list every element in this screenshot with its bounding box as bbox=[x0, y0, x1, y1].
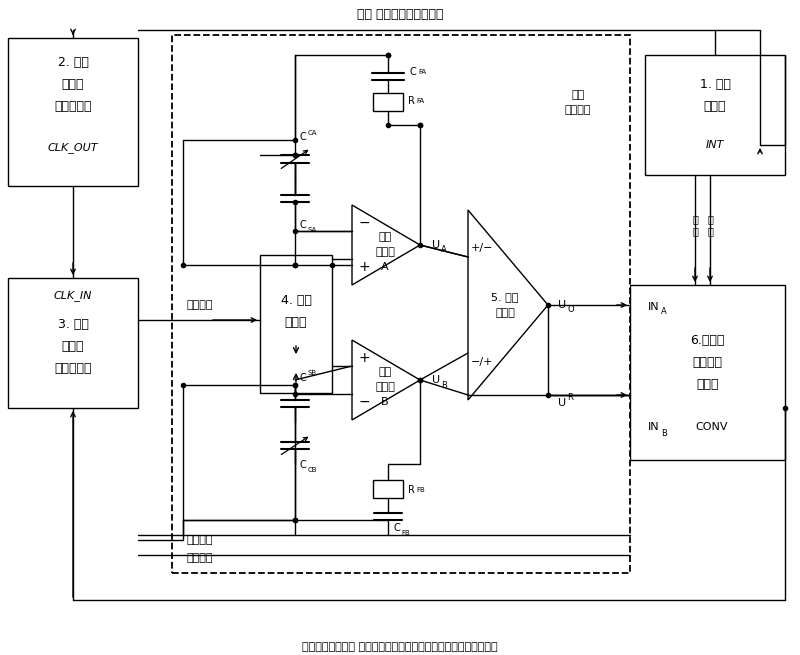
Text: C: C bbox=[300, 220, 306, 230]
Text: C: C bbox=[393, 523, 400, 533]
Text: U: U bbox=[558, 300, 566, 310]
Text: SA: SA bbox=[308, 227, 318, 233]
Text: CLK_OUT: CLK_OUT bbox=[48, 143, 98, 153]
Text: FA: FA bbox=[418, 69, 426, 75]
Bar bbox=[8, 278, 138, 408]
Text: U: U bbox=[432, 240, 440, 250]
Text: 控制器: 控制器 bbox=[704, 100, 726, 113]
Text: 波形发生器: 波形发生器 bbox=[54, 362, 92, 375]
Bar bbox=[172, 35, 630, 573]
Text: 4. 电荷: 4. 电荷 bbox=[281, 293, 311, 307]
Text: 可编程: 可编程 bbox=[62, 79, 84, 92]
Text: 可编程: 可编程 bbox=[62, 339, 84, 352]
Text: 放大器: 放大器 bbox=[285, 316, 307, 329]
Text: U: U bbox=[558, 398, 566, 408]
Text: 放大器: 放大器 bbox=[375, 247, 395, 257]
Text: R: R bbox=[567, 394, 573, 403]
Text: FB: FB bbox=[416, 487, 425, 493]
Text: 运算: 运算 bbox=[378, 232, 392, 242]
Text: A: A bbox=[381, 262, 389, 272]
Text: 运算: 运算 bbox=[378, 367, 392, 377]
Text: 转换器: 转换器 bbox=[696, 377, 718, 390]
Text: INT: INT bbox=[706, 140, 724, 150]
Text: C: C bbox=[300, 132, 306, 142]
Text: 6.双通道: 6.双通道 bbox=[690, 333, 725, 346]
Text: −: − bbox=[358, 395, 370, 409]
Text: SB: SB bbox=[308, 370, 317, 376]
Text: 地
址: 地 址 bbox=[707, 214, 713, 236]
Text: 1. 数字: 1. 数字 bbox=[699, 79, 730, 92]
Text: 参考信号: 参考信号 bbox=[186, 535, 214, 545]
Text: −/+: −/+ bbox=[470, 357, 494, 367]
Text: CB: CB bbox=[308, 467, 318, 473]
Bar bbox=[645, 55, 785, 175]
Text: C: C bbox=[410, 67, 417, 77]
Bar bbox=[373, 93, 403, 111]
Text: 时钟 发生器时钟频率编程: 时钟 发生器时钟频率编程 bbox=[357, 9, 443, 22]
Text: 5. 仪表: 5. 仪表 bbox=[491, 292, 518, 302]
Text: B: B bbox=[441, 381, 447, 390]
Text: R: R bbox=[408, 96, 415, 106]
Text: CA: CA bbox=[308, 130, 318, 136]
Text: B: B bbox=[381, 397, 389, 407]
Text: 2. 数字: 2. 数字 bbox=[58, 56, 89, 69]
Text: 时钟发生器: 时钟发生器 bbox=[54, 100, 92, 113]
Text: FB: FB bbox=[401, 530, 410, 536]
Text: R: R bbox=[408, 485, 415, 495]
Text: CONV: CONV bbox=[695, 422, 727, 432]
Text: 激励信号: 激励信号 bbox=[186, 300, 214, 310]
Text: +/−: +/− bbox=[470, 243, 494, 253]
Text: 3. 数字: 3. 数字 bbox=[58, 318, 89, 331]
Text: U: U bbox=[432, 375, 440, 385]
Text: 波形发生器输出的 激励信号、参考信号、采样信号频率和相位编程: 波形发生器输出的 激励信号、参考信号、采样信号频率和相位编程 bbox=[302, 642, 498, 652]
Text: 放大器: 放大器 bbox=[495, 308, 515, 318]
Text: −: − bbox=[358, 216, 370, 230]
Text: 放大: 放大 bbox=[571, 90, 585, 100]
Text: FA: FA bbox=[416, 98, 424, 104]
Text: 放大器: 放大器 bbox=[375, 382, 395, 392]
Text: A: A bbox=[661, 307, 666, 316]
Text: A: A bbox=[441, 246, 446, 255]
Text: CLK_IN: CLK_IN bbox=[54, 291, 92, 301]
Text: O: O bbox=[567, 305, 574, 314]
Bar bbox=[260, 255, 332, 393]
Text: IN: IN bbox=[648, 422, 660, 432]
Text: 同步模数: 同步模数 bbox=[693, 356, 722, 369]
Text: B: B bbox=[661, 428, 667, 438]
Text: C: C bbox=[300, 373, 306, 383]
Text: 数
据: 数 据 bbox=[692, 214, 698, 236]
Bar bbox=[373, 480, 403, 498]
Text: 采样信号: 采样信号 bbox=[186, 553, 214, 563]
Bar bbox=[8, 38, 138, 186]
Text: 倍数编程: 倍数编程 bbox=[565, 105, 591, 115]
Text: IN: IN bbox=[648, 302, 660, 312]
Bar bbox=[630, 285, 785, 460]
Text: C: C bbox=[300, 460, 306, 470]
Text: +: + bbox=[358, 351, 370, 365]
Text: +: + bbox=[358, 260, 370, 274]
